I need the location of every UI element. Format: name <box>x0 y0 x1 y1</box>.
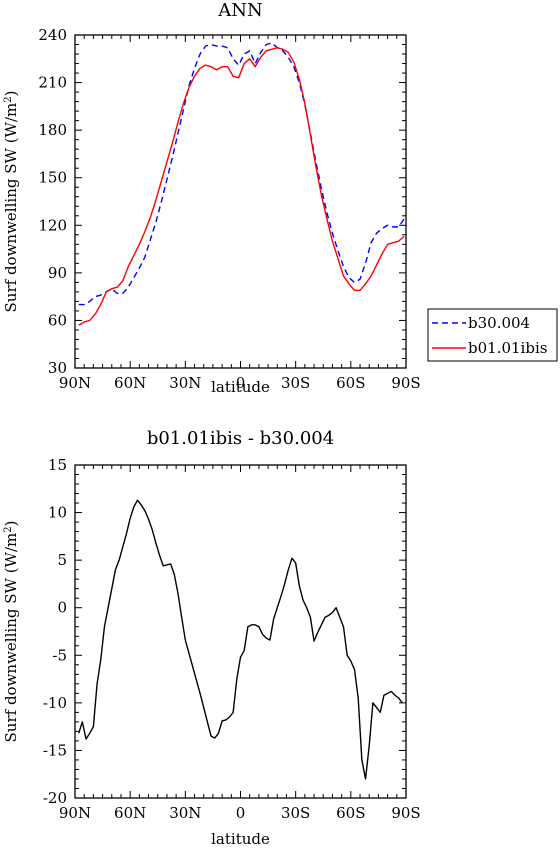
chart1-y-tick-label: 15 <box>48 456 67 474</box>
chart0-legend-label: b30.004 <box>468 314 530 332</box>
chart1-plot-frame <box>74 464 407 799</box>
chart0-series-line-b01-01ibis <box>78 46 405 326</box>
chart0-x-tick-label: 60N <box>114 374 146 392</box>
chart0-x-tick-label: 90S <box>391 374 420 392</box>
chart0-legend-label: b01.01ibis <box>468 339 547 357</box>
chart1-x-tick-label: 30N <box>169 804 201 822</box>
chart0-y-tick-label: 180 <box>38 121 67 139</box>
chart0-y-tick-label: 210 <box>38 74 67 92</box>
chart1-y-tick-label: 5 <box>57 551 67 569</box>
chart1-y-tick-label: -20 <box>43 789 67 807</box>
chart1-y-tick-label: -15 <box>43 741 67 759</box>
chart0-y-tick-label: 240 <box>38 26 67 44</box>
chart1-title: b01.01ibis - b30.004 <box>147 428 334 449</box>
chart1-y-axis-label: Surf downwelling SW (W/m2) <box>2 521 20 743</box>
chart1-y-tick-label: 0 <box>57 599 67 617</box>
chart0-series-line-b30-004 <box>78 42 405 306</box>
chart0-x-tick-label: 30S <box>281 374 310 392</box>
chart0-y-tick-label: 30 <box>48 359 67 377</box>
chart1-y-tick-label: -5 <box>52 646 67 664</box>
chart1-x-tick-label: 60N <box>114 804 146 822</box>
chart0-y-axis-label: Surf downwelling SW (W/m2) <box>2 91 20 313</box>
chart1-x-tick-label: 0 <box>236 804 246 822</box>
chart0-x-tick-label: 0 <box>236 374 246 392</box>
chart1-series-line-0 <box>78 499 403 780</box>
chart1-x-tick-label: 90S <box>391 804 420 822</box>
chart1-y-tick-label: -10 <box>43 694 67 712</box>
chart0-y-tick-label: 150 <box>38 169 67 187</box>
chart0-x-axis-label: latitude <box>211 378 270 396</box>
chart0-legend-box <box>427 308 558 362</box>
chart0-y-tick-label: 90 <box>48 264 67 282</box>
chart0-y-tick-label: 120 <box>38 216 67 234</box>
chart0-plot-frame <box>74 34 407 369</box>
chart0-x-tick-label: 60S <box>336 374 365 392</box>
chart1-x-tick-label: 30S <box>281 804 310 822</box>
chart0-title: ANN <box>217 0 263 21</box>
chart0-x-tick-label: 30N <box>169 374 201 392</box>
chart0-x-tick-label: 90N <box>59 374 91 392</box>
chart1-y-tick-label: 10 <box>48 504 67 522</box>
chart1-x-axis-label: latitude <box>211 830 270 848</box>
chart1-x-tick-label: 90N <box>59 804 91 822</box>
chart0-y-tick-label: 60 <box>48 311 67 329</box>
chart1-x-tick-label: 60S <box>336 804 365 822</box>
